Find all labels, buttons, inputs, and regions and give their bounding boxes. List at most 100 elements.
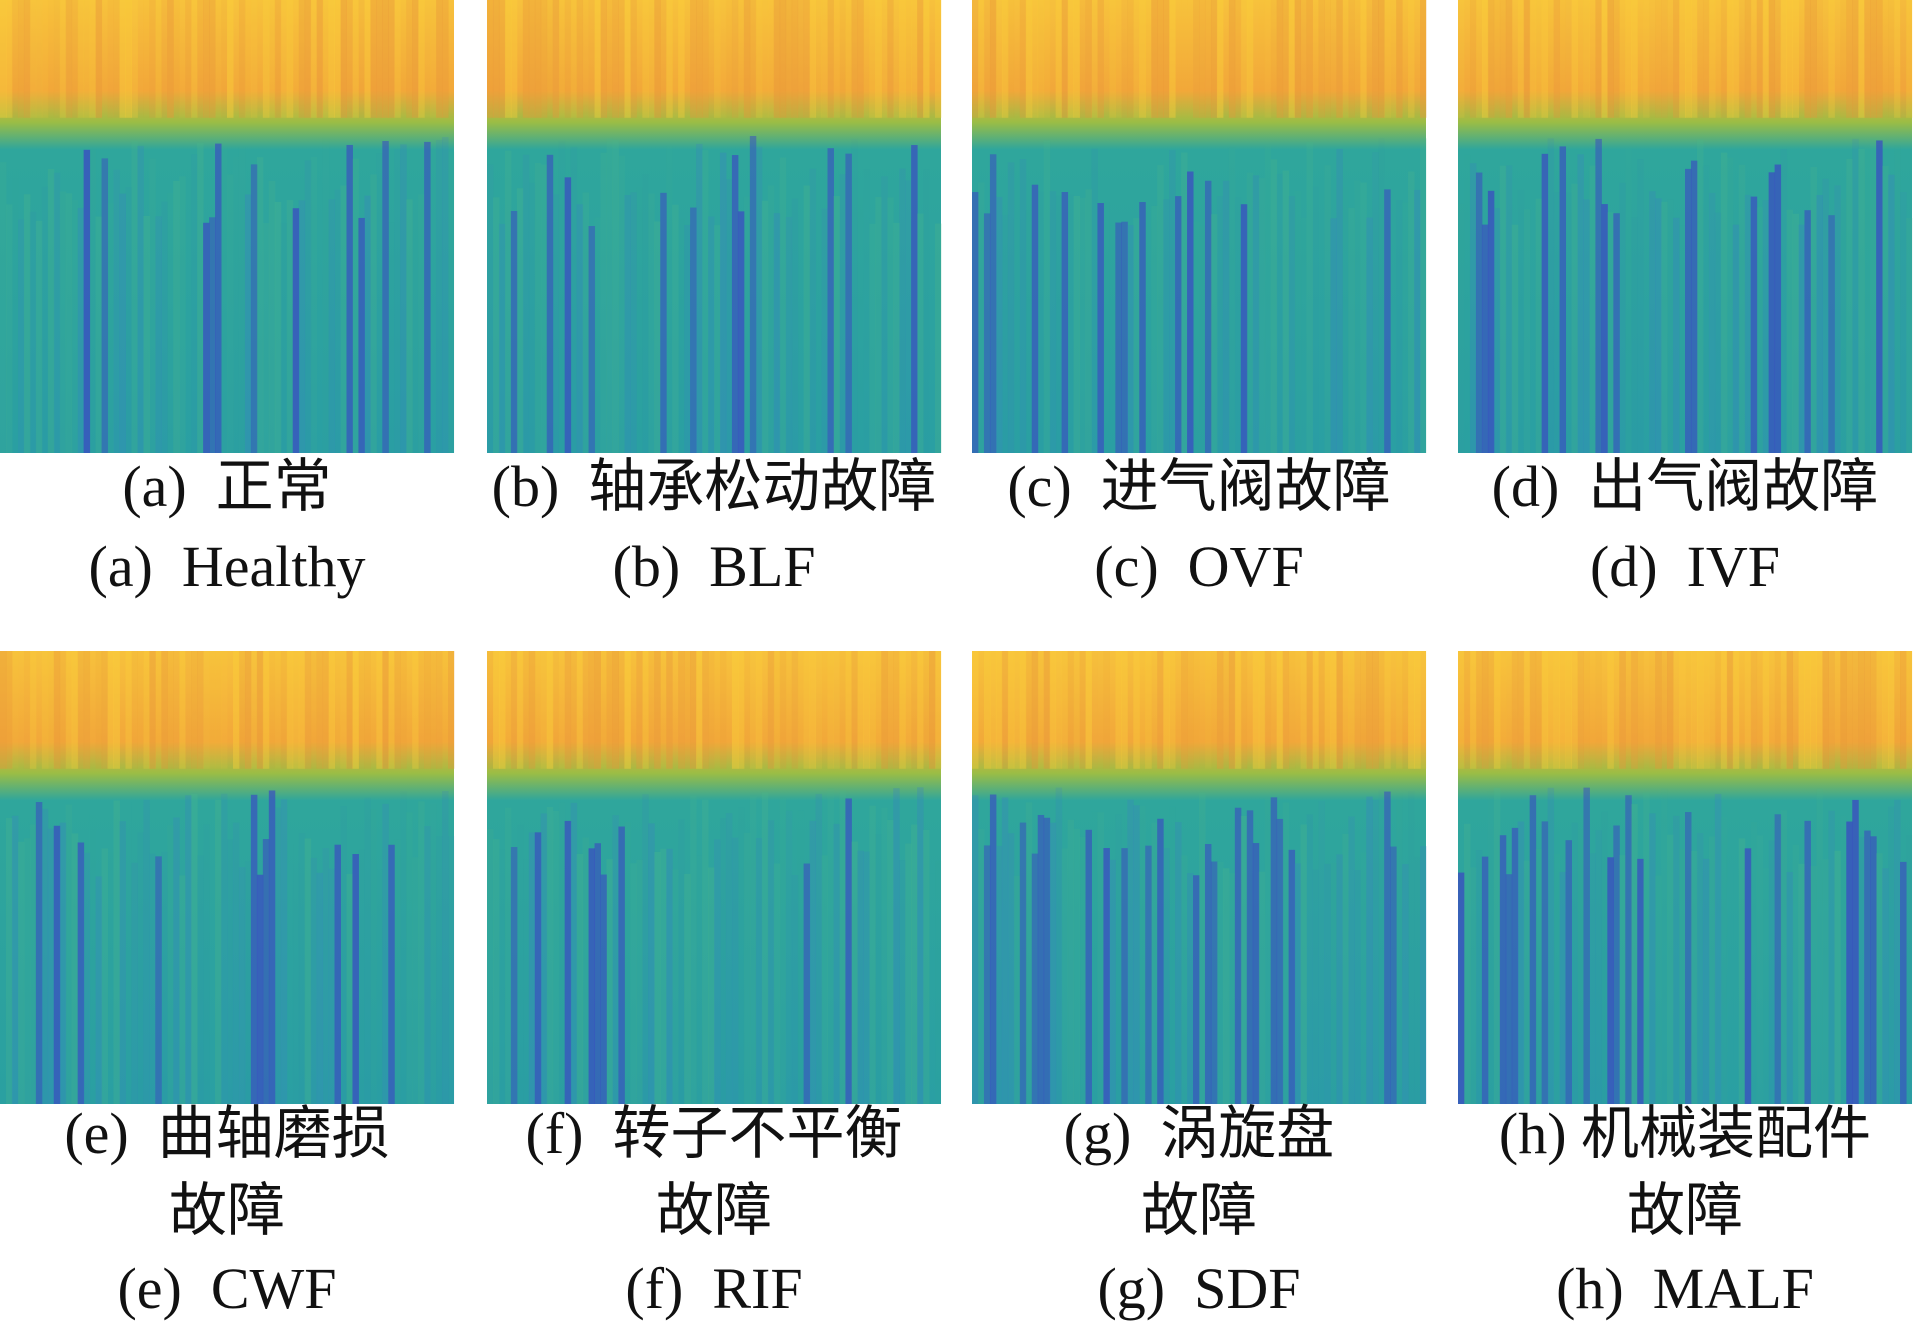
spectrogram-column <box>400 791 406 1104</box>
spectrogram-column <box>690 651 697 769</box>
spectrogram-column <box>821 0 828 118</box>
spectrogram-column <box>1228 147 1236 453</box>
spectrogram-column <box>1690 850 1698 1104</box>
spectrogram-column <box>1216 196 1224 453</box>
spectrogram-column <box>1342 188 1348 453</box>
spectrogram-column <box>1780 0 1788 118</box>
spectrogram-column <box>316 872 324 1104</box>
spectrogram-column <box>1073 828 1081 1104</box>
spectrogram-column <box>59 651 67 769</box>
spectrogram-column <box>1673 217 1680 453</box>
spectrogram-column <box>1252 651 1260 769</box>
spectrogram-column <box>113 0 120 118</box>
spectrogram-column <box>1511 224 1519 453</box>
spectrogram-column <box>1810 0 1817 118</box>
spectrogram-column <box>1210 861 1218 1104</box>
spectrogram-column <box>1378 138 1384 453</box>
spectrogram-column <box>552 810 560 1104</box>
spectrogram-column <box>418 194 425 454</box>
spectrogram-column <box>935 861 941 1104</box>
spectrogram-column <box>1703 166 1709 453</box>
spectrogram-column <box>448 151 455 454</box>
spectrogram-column <box>612 0 619 118</box>
spectrogram-column <box>1247 651 1253 769</box>
spectrogram-column <box>570 0 578 118</box>
spectrogram-column <box>1744 848 1752 1104</box>
spectrogram-column <box>1481 0 1489 118</box>
spectrogram-column <box>376 869 382 1104</box>
spectrogram-column <box>1366 796 1373 1104</box>
spectrogram-column <box>161 201 168 453</box>
spectrogram-column <box>989 651 997 769</box>
spectrogram-column <box>636 859 643 1104</box>
spectrogram-column <box>1330 218 1337 453</box>
spectrogram-column <box>1463 823 1471 1104</box>
spectrogram-column <box>534 651 542 769</box>
spectrogram-column <box>743 832 751 1104</box>
spectrogram-column <box>268 651 276 769</box>
spectrogram-column <box>334 651 341 769</box>
spectrogram-column <box>17 0 25 118</box>
spectrogram-column <box>875 834 881 1104</box>
spectrogram-column <box>1780 149 1788 453</box>
spectrogram-column <box>250 0 258 118</box>
spectrogram-column <box>53 0 61 118</box>
spectrogram-column <box>1589 853 1596 1104</box>
spectrogram-column <box>719 0 727 118</box>
spectrogram-column <box>1139 805 1146 1104</box>
spectrogram-column <box>1804 0 1811 118</box>
spectrogram-column <box>1637 651 1644 769</box>
spectrogram-column <box>863 169 869 453</box>
spectrogram-column <box>1493 787 1501 1104</box>
spectrogram-column <box>600 0 607 118</box>
spectrogram-column <box>185 651 192 769</box>
spectrogram-column <box>564 651 572 769</box>
spectrogram-column <box>448 651 455 769</box>
spectrogram-column <box>1690 160 1698 453</box>
spectrogram-column <box>1493 208 1501 453</box>
spectrogram-column <box>197 855 204 1104</box>
spectrogram-column <box>1487 651 1495 769</box>
spectrogram-column <box>203 222 210 453</box>
spectrogram-column <box>1306 651 1313 769</box>
spectrogram-background <box>487 651 941 1104</box>
spectrogram-column <box>1750 821 1758 1104</box>
spectrogram-column <box>1276 651 1284 769</box>
spectrogram-column <box>696 651 703 769</box>
spectrogram-column <box>702 651 709 769</box>
spectrogram-column <box>499 849 505 1104</box>
spectrogram-column <box>1193 651 1200 769</box>
spectrogram-column <box>648 823 655 1104</box>
spectrogram-column <box>899 860 906 1104</box>
spectrogram-column <box>1055 195 1063 453</box>
spectrogram-column <box>935 651 942 769</box>
spectrogram-column <box>298 0 306 118</box>
spectrogram-column <box>1463 651 1471 769</box>
spectrogram-column <box>1151 822 1158 1104</box>
spectrogram-column <box>1517 821 1525 1104</box>
spectrogram-column <box>436 0 443 118</box>
spectrogram-column <box>137 0 143 118</box>
spectrogram-column <box>767 185 775 453</box>
spectrogram-column <box>779 797 787 1104</box>
spectrogram-column <box>487 0 494 118</box>
spectrogram-column <box>125 0 132 118</box>
spectrogram-column <box>448 836 455 1104</box>
spectrogram-column <box>95 876 103 1104</box>
spectrogram-column <box>1661 788 1668 1104</box>
spectrogram-column <box>1583 0 1590 118</box>
spectrogram-column <box>1396 200 1403 453</box>
spectrogram-column <box>1085 0 1092 118</box>
spectrogram-column <box>887 819 894 1104</box>
spectrogram-column <box>773 213 781 453</box>
spectrogram-column <box>630 863 637 1104</box>
spectrogram-column <box>576 0 584 118</box>
spectrogram-column <box>203 651 210 769</box>
spectrogram-column <box>167 193 174 454</box>
spectrogram-column <box>929 0 935 118</box>
spectrogram-column <box>1565 651 1572 769</box>
spectrogram-column <box>1475 651 1483 769</box>
spectrogram-column <box>1133 805 1140 1104</box>
spectrogram-column <box>107 0 114 118</box>
spectrogram-column <box>1223 0 1229 118</box>
